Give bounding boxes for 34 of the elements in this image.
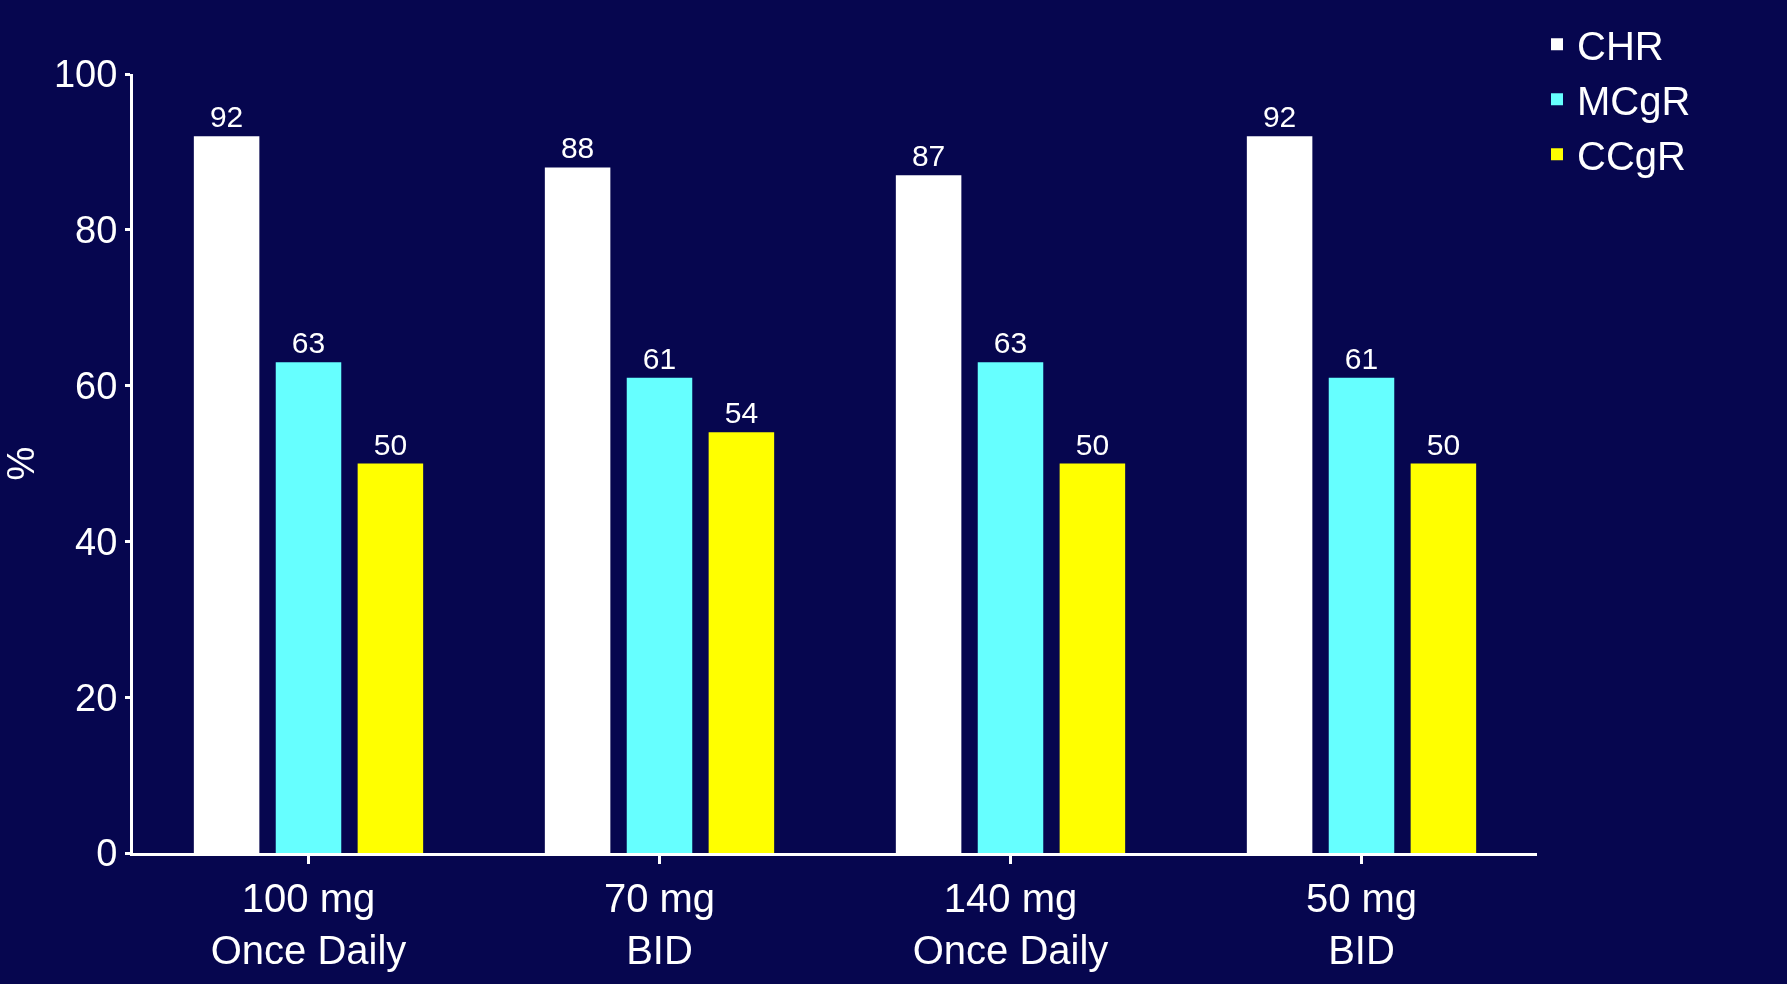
data-label: 61 [1344, 341, 1379, 375]
data-label: 63 [291, 326, 326, 360]
bar [275, 362, 342, 853]
data-label: 92 [209, 100, 244, 134]
legend-label: MCgR [1577, 78, 1691, 123]
data-label: 50 [1075, 427, 1110, 461]
data-label: 88 [560, 131, 595, 165]
data-label: 87 [911, 139, 946, 173]
y-tick-label: 20 [75, 676, 118, 719]
bar [708, 432, 775, 853]
bar [626, 377, 693, 853]
x-tick-label: 70 mg BID [603, 876, 716, 972]
data-label: 63 [993, 326, 1028, 360]
y-tick-label: 80 [75, 209, 118, 252]
x-tick-label: 50 mg BID [1305, 876, 1418, 972]
data-label: 61 [642, 341, 677, 375]
y-tick-label: 0 [96, 832, 118, 875]
y-tick-label: 100 [53, 53, 118, 96]
data-label: 92 [1262, 100, 1297, 134]
y-tick-label: 60 [75, 364, 118, 407]
legend-label: CHR [1577, 23, 1664, 68]
legend-label: CCgR [1577, 133, 1686, 178]
x-tick-label: 100 mg Once Daily [210, 876, 407, 972]
y-axis-title: % [0, 446, 42, 481]
data-label: 50 [1426, 427, 1461, 461]
bar [1328, 377, 1395, 853]
data-label: 54 [724, 396, 759, 430]
bar [1410, 463, 1477, 853]
bar [1059, 463, 1126, 853]
bar [357, 463, 424, 853]
y-tick-label: 40 [75, 520, 118, 563]
data-label: 50 [373, 427, 408, 461]
bar [977, 362, 1044, 853]
x-tick-label: 140 mg Once Daily [912, 876, 1109, 972]
